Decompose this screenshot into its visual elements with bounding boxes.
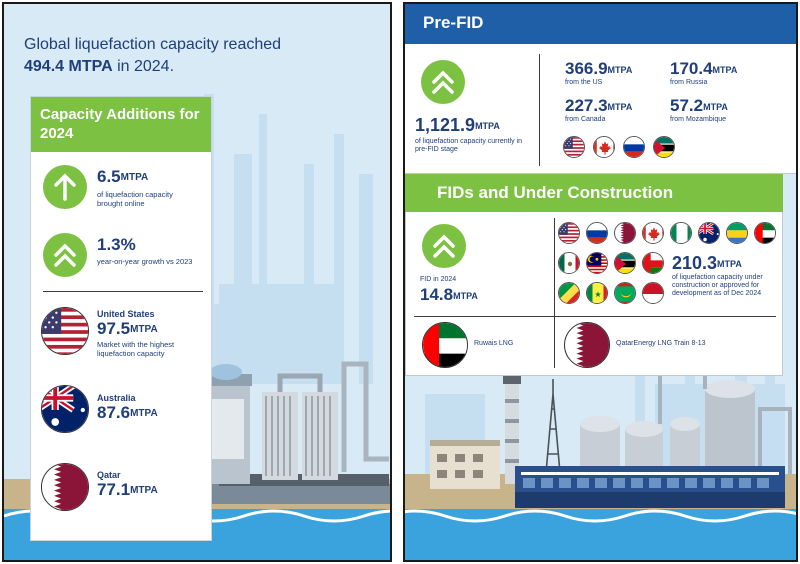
- brought-online-value: 6.5MTPA: [97, 167, 149, 186]
- market-note-us: Market with the highest liquefaction cap…: [97, 340, 175, 358]
- pre-fid-mozambique-value: 57.2MTPA: [670, 96, 728, 115]
- market-value-australia: 87.6MTPA: [97, 403, 158, 422]
- capacity-panel: Global liquefaction capacity reached 494…: [2, 2, 392, 562]
- qatar-flag-icon: [614, 222, 636, 244]
- pre-fid-russia-label: from Russia: [670, 79, 708, 86]
- processing-building-illustration: [515, 466, 785, 508]
- card-divider: [43, 291, 203, 292]
- us-flag-icon: [41, 307, 89, 355]
- headline-suffix: in 2024.: [117, 58, 175, 75]
- uae-flag-icon: [754, 222, 776, 244]
- australia-flag-icon: [698, 222, 720, 244]
- russia-flag-icon: [586, 222, 608, 244]
- pre-fid-us-label: from the US: [565, 79, 603, 86]
- market-country-us: United States: [97, 309, 155, 319]
- mozambique-flag-icon: [614, 252, 636, 274]
- market-country-qatar: Qatar: [97, 470, 121, 480]
- arrow-up-icon: [43, 165, 87, 209]
- market-value-qatar: 77.1MTPA: [97, 480, 158, 499]
- terminal-background-illustration: [405, 174, 796, 560]
- market-value-us: 97.5MTPA: [97, 319, 158, 338]
- storage-tanks-illustration: [580, 370, 792, 474]
- pre-fid-total-value: 1,121.9MTPA: [415, 115, 500, 135]
- us-flag-icon: [558, 222, 580, 244]
- australia-flag-icon: [41, 385, 89, 433]
- fid-header: FIDs and Under Construction: [405, 174, 783, 212]
- double-chevron-up-icon: [422, 224, 466, 268]
- canada-flag-icon: [593, 136, 615, 158]
- pre-fid-card: 1,121.9MTPA of liquefaction capacity cur…: [405, 44, 796, 174]
- project-qatarenergy-lng: QatarEnergy LNG Train 8-13: [616, 340, 706, 347]
- fid-2024-value: 14.8MTPA: [420, 285, 478, 304]
- pre-fid-canada-value: 227.3MTPA: [565, 96, 633, 115]
- gabon-flag-icon: [726, 222, 748, 244]
- project-ruwais-lng: Ruwais LNG: [474, 340, 514, 347]
- us-flag-icon: [563, 136, 585, 158]
- qatar-flag-icon: [564, 322, 610, 368]
- congo-flag-icon: [558, 282, 580, 304]
- pre-fid-russia-value: 170.4MTPA: [670, 59, 738, 78]
- brought-online-label: of liquefaction capacity brought online: [97, 190, 173, 208]
- headline-text: Global liquefaction capacity reached: [24, 36, 282, 53]
- flare-tower-illustration: [544, 379, 562, 485]
- double-chevron-up-icon: [43, 233, 87, 277]
- pre-fid-mozambique-label: from Mozambique: [670, 116, 727, 123]
- fid-divider-horizontal: [414, 316, 776, 317]
- growth-value: 1.3%: [97, 235, 136, 254]
- project-pipeline-panel: Pre-FID 1,121.9MTPA of liquefaction capa…: [403, 2, 798, 562]
- fid-2024-label: FID in 2024: [420, 276, 457, 283]
- chimney-illustration: [503, 376, 521, 484]
- russia-flag-icon: [623, 136, 645, 158]
- pre-fid-total-label: of liquefaction capacity currently in pr…: [415, 138, 522, 153]
- qatar-flag-icon: [41, 463, 89, 511]
- mozambique-flag-icon: [653, 136, 675, 158]
- market-country-australia: Australia: [97, 393, 136, 403]
- construction-value: 210.3MTPA: [672, 253, 742, 273]
- pre-fid-header: Pre-FID: [405, 4, 796, 44]
- fid-card: FID in 2024 14.8MTPA 210.3MTPA of liquef…: [405, 212, 783, 376]
- mexico-flag-icon: [558, 252, 580, 274]
- uae-flag-icon: [422, 322, 468, 368]
- indonesia-flag-icon: [642, 282, 664, 304]
- malaysia-flag-icon: [586, 252, 608, 274]
- fid-divider-vertical: [554, 218, 555, 368]
- oman-flag-icon: [642, 252, 664, 274]
- capacity-additions-card: Capacity Additions for 2024 6.5MTPA of l…: [30, 96, 212, 541]
- pre-fid-us-value: 366.9MTPA: [565, 59, 633, 78]
- double-chevron-up-icon: [421, 60, 465, 104]
- growth-label: year-on-year growth vs 2023: [97, 257, 193, 266]
- headline-value: 494.4 MTPA: [24, 58, 113, 75]
- senegal-flag-icon: [586, 282, 608, 304]
- mauritania-flag-icon: [614, 282, 636, 304]
- control-building-illustration: [430, 440, 500, 489]
- construction-label: of liquefaction capacity under construct…: [672, 274, 763, 297]
- heat-exchanger-illustration: [262, 361, 389, 480]
- canada-flag-icon: [642, 222, 664, 244]
- capacity-headline: Global liquefaction capacity reached 494…: [24, 34, 281, 78]
- card-title: Capacity Additions for 2024: [31, 97, 211, 152]
- pre-fid-divider: [539, 54, 540, 166]
- nigeria-flag-icon: [670, 222, 692, 244]
- pre-fid-canada-label: from Canada: [565, 116, 606, 123]
